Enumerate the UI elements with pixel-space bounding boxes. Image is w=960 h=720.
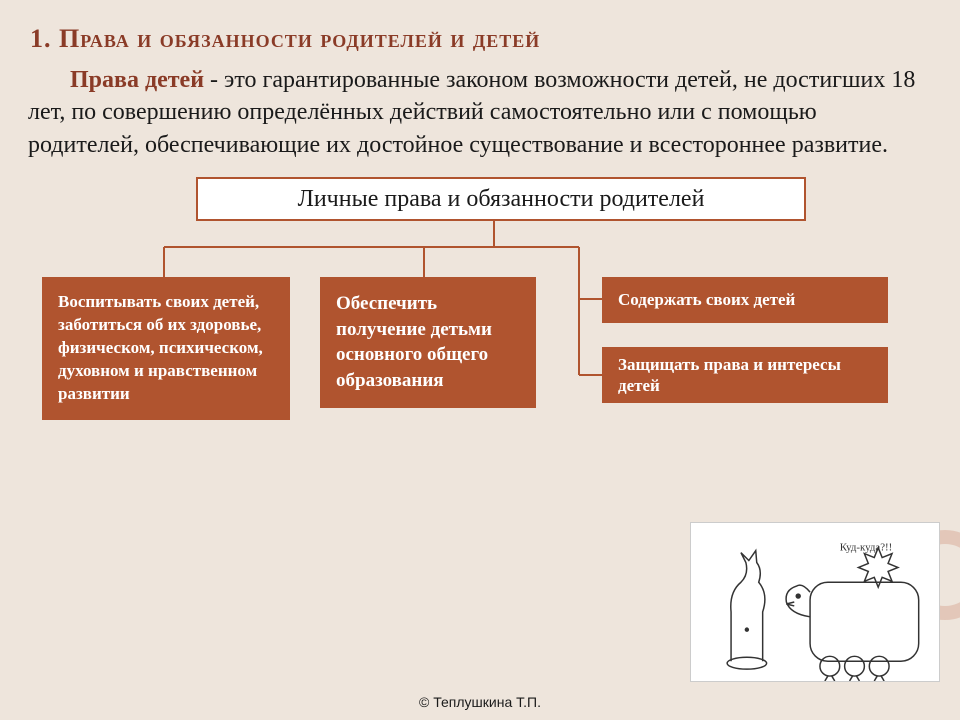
intro-paragraph: Права детей - это гарантированные законо… <box>28 64 932 161</box>
child-node-1: Воспитывать своих детей, заботиться об и… <box>42 277 290 420</box>
child-node-2: Обеспечить получение детьми основного об… <box>320 277 536 408</box>
child-node-4: Защищать права и интересы детей <box>602 347 888 403</box>
svg-text:Куд-куда?!!: Куд-куда?!! <box>840 542 893 554</box>
slide: 1. Права и обязанности родителей и детей… <box>0 0 960 720</box>
child-node-3-label: Содержать своих детей <box>618 290 795 310</box>
root-node-label: Личные права и обязанности родителей <box>298 186 705 213</box>
footer-credit: © Теплушкина Т.П. <box>0 694 960 710</box>
paragraph-lead: Права детей <box>70 67 204 93</box>
root-node: Личные права и обязанности родителей <box>196 177 806 221</box>
slide-title: 1. Права и обязанности родителей и детей <box>30 24 936 54</box>
child-node-4-label: Защищать права и интересы детей <box>618 354 872 397</box>
child-node-1-label: Воспитывать своих детей, заботиться об и… <box>58 292 263 403</box>
child-node-2-label: Обеспечить получение детьми основного об… <box>336 293 492 391</box>
cartoon-illustration: Куд-куда?!! <box>690 522 940 682</box>
child-node-3: Содержать своих детей <box>602 277 888 323</box>
